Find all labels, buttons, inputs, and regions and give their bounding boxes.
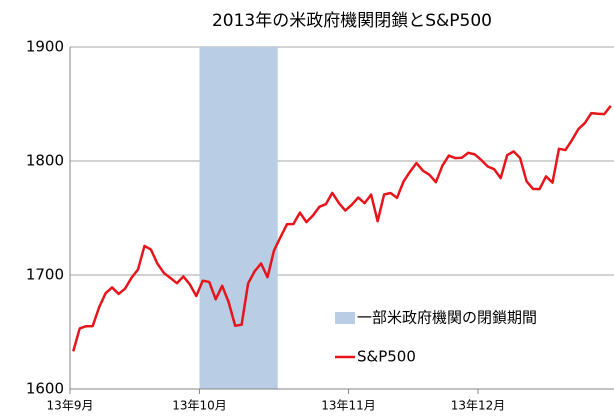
shade-bar bbox=[238, 47, 246, 389]
shade-bar bbox=[212, 47, 220, 389]
y-tick-label: 1600 bbox=[26, 380, 64, 398]
shade-bar bbox=[199, 47, 207, 389]
y-tick-label: 1700 bbox=[26, 266, 64, 284]
chart-title: 2013年の米政府機関閉鎖とS&P500 bbox=[212, 11, 492, 31]
x-tick-label: 13年10月 bbox=[172, 399, 227, 413]
x-tick-label: 13年9月 bbox=[47, 399, 94, 413]
shade-bar bbox=[231, 47, 239, 389]
legend-swatch bbox=[335, 312, 355, 324]
legend-label: 一部米政府機関の閉鎖期間 bbox=[357, 309, 537, 327]
line-series bbox=[72, 105, 612, 352]
shade-bar bbox=[270, 47, 278, 389]
x-tick-label: 13年12月 bbox=[451, 399, 506, 413]
shade-bar bbox=[251, 47, 259, 389]
shade-bar bbox=[206, 47, 213, 389]
x-tick-label: 13年11月 bbox=[321, 399, 376, 413]
shade-bar bbox=[257, 47, 265, 389]
shade-bar bbox=[264, 47, 272, 389]
legend-label: S&P500 bbox=[357, 348, 416, 366]
shade-bar bbox=[244, 47, 252, 389]
shade-bar bbox=[225, 47, 233, 389]
y-tick-label: 1900 bbox=[26, 38, 64, 56]
y-tick-label: 1800 bbox=[26, 152, 64, 170]
shade-bar bbox=[218, 47, 226, 389]
